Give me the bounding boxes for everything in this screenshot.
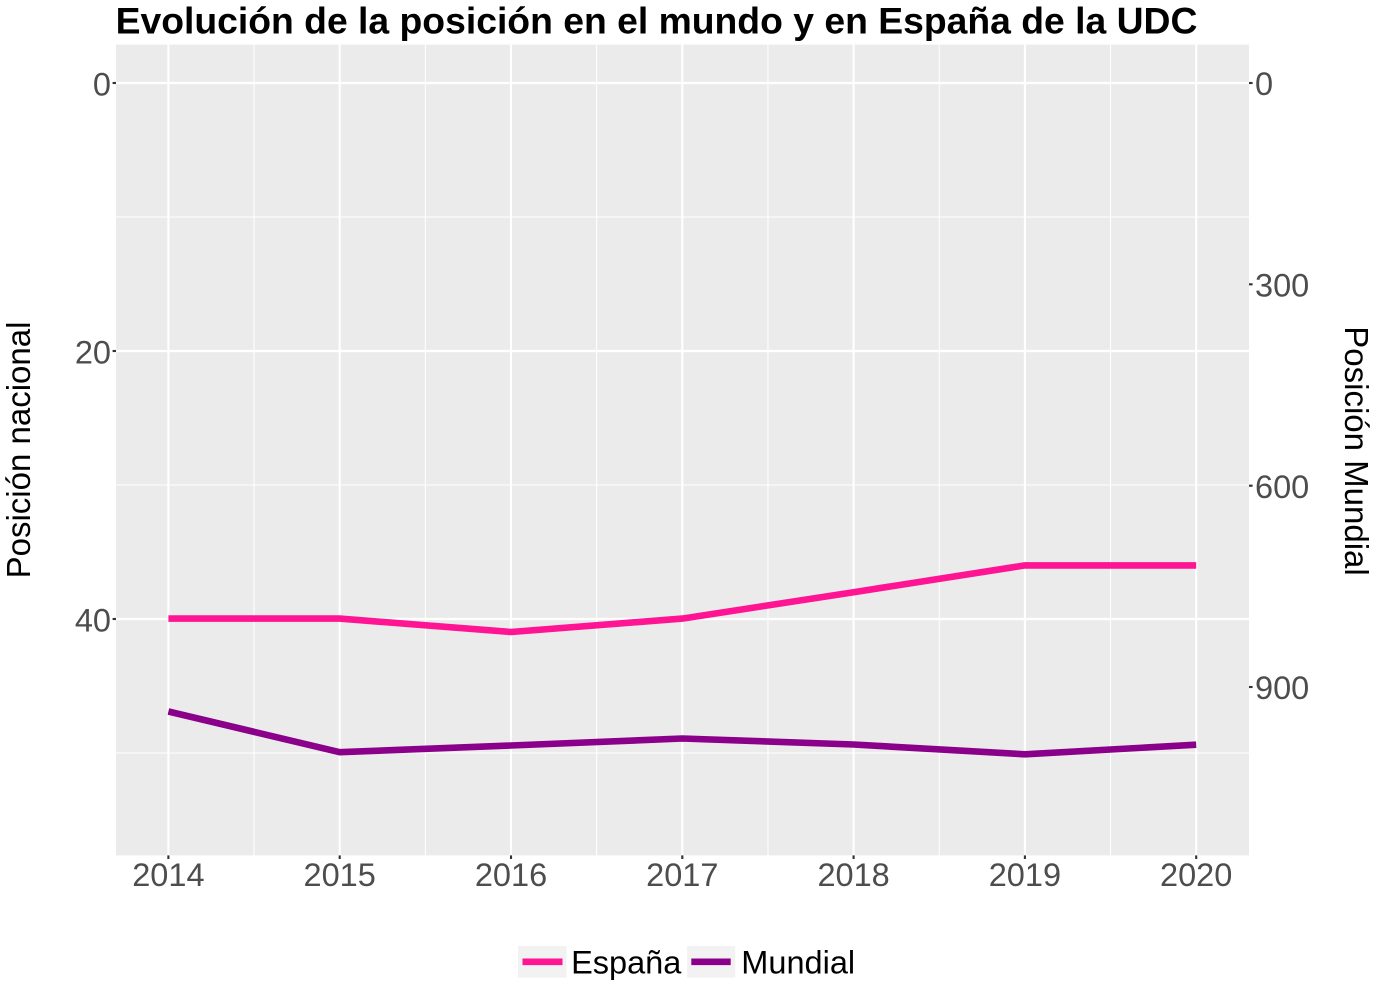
svg-text:2018: 2018 [817, 857, 889, 893]
svg-text:2015: 2015 [304, 857, 376, 893]
svg-text:Mundial: Mundial [741, 944, 855, 980]
svg-text:300: 300 [1255, 268, 1309, 304]
svg-text:600: 600 [1255, 469, 1309, 505]
svg-text:Posición nacional: Posición nacional [0, 322, 37, 579]
svg-text:0: 0 [93, 67, 111, 103]
svg-text:2016: 2016 [475, 857, 547, 893]
svg-text:España: España [571, 944, 682, 980]
svg-text:20: 20 [75, 335, 111, 371]
svg-text:40: 40 [75, 603, 111, 639]
svg-text:Evolución de la posición en el: Evolución de la posición en el mundo y e… [116, 0, 1198, 42]
svg-text:0: 0 [1255, 66, 1273, 102]
svg-text:2017: 2017 [646, 857, 718, 893]
svg-text:2014: 2014 [132, 857, 204, 893]
svg-text:900: 900 [1255, 670, 1309, 706]
svg-text:Posición Mundial: Posición Mundial [1338, 326, 1375, 575]
svg-text:2020: 2020 [1160, 857, 1232, 893]
svg-text:2019: 2019 [989, 857, 1061, 893]
